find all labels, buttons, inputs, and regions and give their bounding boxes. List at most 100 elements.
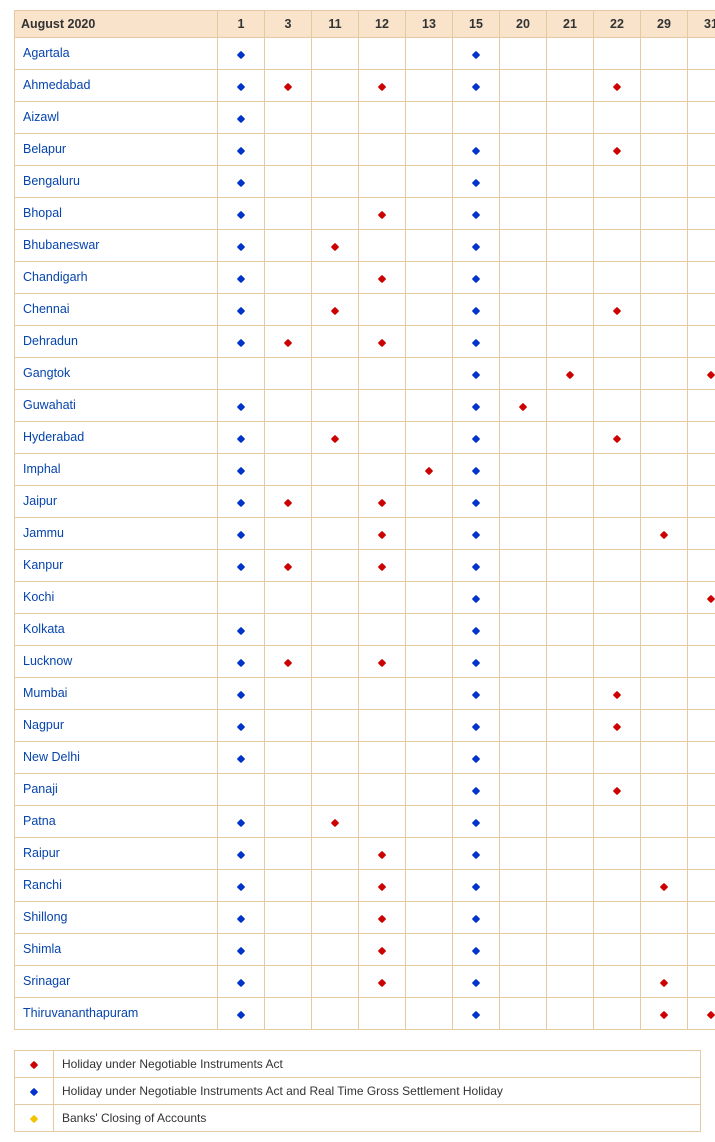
table-row: Thiruvananthapuram <box>15 998 715 1030</box>
mark-cell <box>406 518 453 550</box>
city-cell[interactable]: Aizawl <box>15 102 218 134</box>
city-cell[interactable]: Chandigarh <box>15 262 218 294</box>
mark-cell <box>312 102 359 134</box>
city-cell[interactable]: Kolkata <box>15 614 218 646</box>
mark-cell <box>218 262 265 294</box>
blue-dot-icon <box>237 1010 245 1018</box>
mark-cell <box>406 262 453 294</box>
mark-cell <box>265 390 312 422</box>
mark-cell <box>218 870 265 902</box>
city-cell[interactable]: Chennai <box>15 294 218 326</box>
mark-cell <box>688 390 715 422</box>
city-cell[interactable]: Lucknow <box>15 646 218 678</box>
city-cell[interactable]: Imphal <box>15 454 218 486</box>
city-cell[interactable]: Thiruvananthapuram <box>15 998 218 1030</box>
blue-dot-icon <box>472 466 480 474</box>
mark-cell <box>547 198 594 230</box>
mark-cell <box>312 966 359 998</box>
city-cell[interactable]: Nagpur <box>15 710 218 742</box>
mark-cell <box>265 422 312 454</box>
mark-cell <box>359 486 406 518</box>
mark-cell <box>406 134 453 166</box>
city-cell[interactable]: Hyderabad <box>15 422 218 454</box>
day-header: 15 <box>453 11 500 38</box>
mark-cell <box>688 166 715 198</box>
city-cell[interactable]: Bhopal <box>15 198 218 230</box>
city-cell[interactable]: Ranchi <box>15 870 218 902</box>
mark-cell <box>641 262 688 294</box>
mark-cell <box>688 550 715 582</box>
red-dot-icon <box>378 978 386 986</box>
city-cell[interactable]: Raipur <box>15 838 218 870</box>
city-cell[interactable]: Kochi <box>15 582 218 614</box>
city-cell[interactable]: Jaipur <box>15 486 218 518</box>
city-cell[interactable]: Agartala <box>15 38 218 70</box>
red-dot-icon <box>378 338 386 346</box>
table-row: Ahmedabad <box>15 70 715 102</box>
city-cell[interactable]: Guwahati <box>15 390 218 422</box>
mark-cell <box>547 806 594 838</box>
mark-cell <box>359 134 406 166</box>
mark-cell <box>641 70 688 102</box>
blue-dot-icon <box>237 178 245 186</box>
blue-dot-icon <box>237 466 245 474</box>
city-cell[interactable]: Srinagar <box>15 966 218 998</box>
mark-cell <box>312 166 359 198</box>
mark-cell <box>406 294 453 326</box>
city-cell[interactable]: Jammu <box>15 518 218 550</box>
mark-cell <box>453 294 500 326</box>
city-cell[interactable]: New Delhi <box>15 742 218 774</box>
mark-cell <box>547 550 594 582</box>
mark-cell <box>641 678 688 710</box>
red-dot-icon <box>284 338 292 346</box>
mark-cell <box>359 262 406 294</box>
red-dot-icon <box>519 402 527 410</box>
mark-cell <box>453 454 500 486</box>
mark-cell <box>688 998 715 1030</box>
mark-cell <box>500 774 547 806</box>
mark-cell <box>265 70 312 102</box>
mark-cell <box>547 134 594 166</box>
mark-cell <box>453 838 500 870</box>
city-cell[interactable]: Bengaluru <box>15 166 218 198</box>
mark-cell <box>265 806 312 838</box>
blue-dot-icon <box>237 402 245 410</box>
city-cell[interactable]: Gangtok <box>15 358 218 390</box>
table-row: Shillong <box>15 902 715 934</box>
city-cell[interactable]: Mumbai <box>15 678 218 710</box>
mark-cell <box>547 774 594 806</box>
red-dot-icon <box>378 562 386 570</box>
mark-cell <box>406 454 453 486</box>
blue-dot-icon <box>237 754 245 762</box>
mark-cell <box>641 390 688 422</box>
city-cell[interactable]: Belapur <box>15 134 218 166</box>
city-cell[interactable]: Patna <box>15 806 218 838</box>
mark-cell <box>453 902 500 934</box>
city-cell[interactable]: Dehradun <box>15 326 218 358</box>
mark-cell <box>500 422 547 454</box>
mark-cell <box>265 678 312 710</box>
city-cell[interactable]: Bhubaneswar <box>15 230 218 262</box>
mark-cell <box>265 934 312 966</box>
table-row: Jaipur <box>15 486 715 518</box>
mark-cell <box>359 934 406 966</box>
city-cell[interactable]: Panaji <box>15 774 218 806</box>
table-row: Agartala <box>15 38 715 70</box>
city-cell[interactable]: Ahmedabad <box>15 70 218 102</box>
mark-cell <box>547 70 594 102</box>
mark-cell <box>406 902 453 934</box>
mark-cell <box>500 870 547 902</box>
mark-cell <box>312 358 359 390</box>
city-cell[interactable]: Shillong <box>15 902 218 934</box>
mark-cell <box>218 646 265 678</box>
city-cell[interactable]: Shimla <box>15 934 218 966</box>
mark-cell <box>406 326 453 358</box>
day-header: 13 <box>406 11 453 38</box>
mark-cell <box>312 614 359 646</box>
blue-dot-icon <box>237 498 245 506</box>
mark-cell <box>688 102 715 134</box>
blue-dot-icon <box>30 1088 38 1096</box>
city-cell[interactable]: Kanpur <box>15 550 218 582</box>
table-row: Gangtok <box>15 358 715 390</box>
mark-cell <box>688 38 715 70</box>
